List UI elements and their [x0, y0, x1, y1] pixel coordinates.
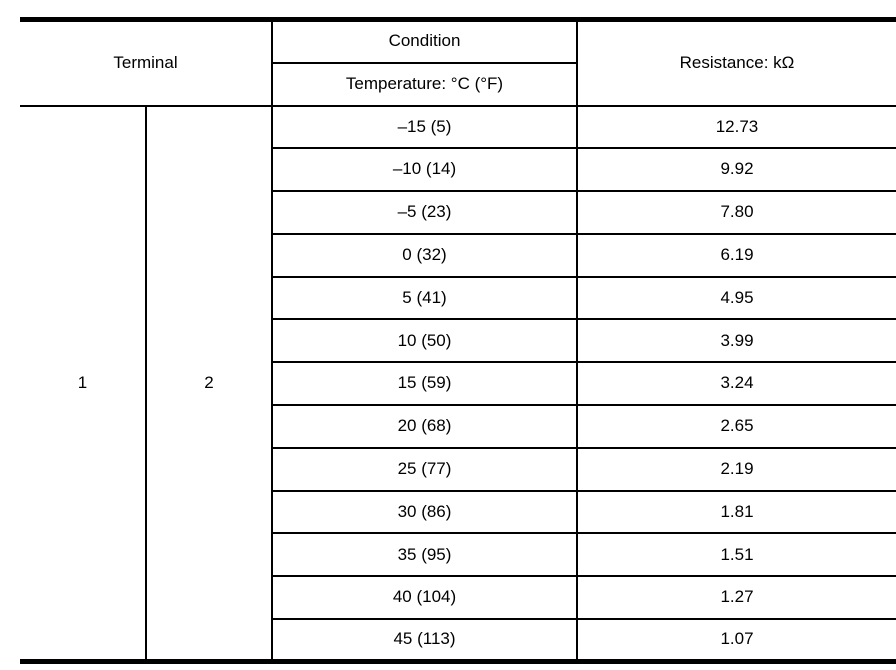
temperature-cell: 30 (86): [271, 489, 578, 535]
temperature-cell: 15 (59): [271, 361, 578, 407]
table-row: 10 (50) 3.99: [20, 318, 896, 364]
resistance-cell: 7.80: [576, 190, 896, 235]
resistance-cell: 1.81: [576, 489, 896, 535]
table-row: 30 (86) 1.81: [20, 489, 896, 535]
temperature-cell: –5 (23): [271, 190, 578, 235]
header-row-2: Temperature: °C (°F): [20, 61, 896, 107]
resistance-cell: 3.99: [576, 318, 896, 364]
resistance-header: Resistance: kΩ: [576, 18, 896, 107]
terminal-2-cell: 2: [145, 104, 273, 663]
resistance-cell: 1.27: [576, 575, 896, 621]
table-row: 45 (113) 1.07: [20, 618, 896, 663]
temperature-cell: –15 (5): [271, 104, 578, 150]
temperature-cell: 25 (77): [271, 446, 578, 492]
temperature-cell: 20 (68): [271, 404, 578, 449]
table-row: 25 (77) 2.19: [20, 446, 896, 492]
table-row: 40 (104) 1.27: [20, 575, 896, 621]
table-row: –10 (14) 9.92: [20, 147, 896, 193]
resistance-cell: 12.73: [576, 104, 896, 150]
temperature-cell: 10 (50): [271, 318, 578, 364]
table-row: 15 (59) 3.24: [20, 361, 896, 407]
resistance-cell: 2.19: [576, 446, 896, 492]
resistance-cell: 9.92: [576, 147, 896, 193]
resistance-table: Terminal Condition Resistance: kΩ Temper…: [20, 17, 896, 665]
temperature-cell: 45 (113): [271, 618, 578, 663]
header-row-1: Terminal Condition Resistance: kΩ: [20, 18, 896, 107]
temperature-cell: 0 (32): [271, 232, 578, 278]
table-row: –5 (23) 7.80: [20, 190, 896, 235]
resistance-cell: 3.24: [576, 361, 896, 407]
terminal-header: Terminal: [20, 18, 273, 107]
resistance-cell: 2.65: [576, 404, 896, 449]
table-row: 0 (32) 6.19: [20, 232, 896, 278]
temperature-cell: –10 (14): [271, 147, 578, 193]
condition-header: Condition: [271, 18, 578, 64]
table-row: 1 2 –15 (5) 12.73: [20, 104, 896, 663]
temperature-header: Temperature: °C (°F): [271, 61, 578, 107]
resistance-cell: 1.51: [576, 532, 896, 578]
temperature-cell: 35 (95): [271, 532, 578, 578]
table-row: 5 (41) 4.95: [20, 275, 896, 321]
table-row: 35 (95) 1.51: [20, 532, 896, 578]
temperature-cell: 40 (104): [271, 575, 578, 621]
table-row: 20 (68) 2.65: [20, 404, 896, 449]
resistance-cell: 4.95: [576, 275, 896, 321]
temperature-cell: 5 (41): [271, 275, 578, 321]
terminal-1-cell: 1: [20, 104, 147, 663]
resistance-cell: 6.19: [576, 232, 896, 278]
resistance-cell: 1.07: [576, 618, 896, 663]
